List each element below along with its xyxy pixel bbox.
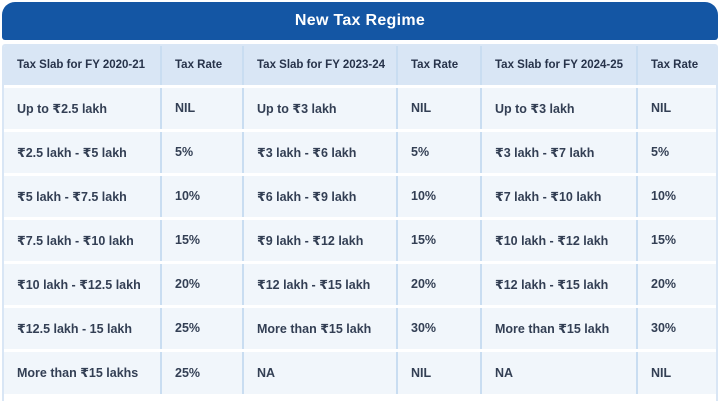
tax-rate-cell: 5% — [397, 128, 482, 174]
card-header: New Tax Regime — [2, 2, 718, 40]
tax-slab-cell: ₹12 lakh - ₹15 lakh — [243, 260, 398, 306]
tax-slab-cell: Up to ₹3 lakh — [243, 84, 398, 130]
tax-slab-cell: Up to ₹2.5 lakh — [4, 84, 162, 130]
tax-rate-cell: 5% — [637, 128, 716, 174]
tax-slab-cell: Up to ₹3 lakh — [481, 84, 638, 130]
tax-slab-cell: ₹3 lakh - ₹7 lakh — [481, 128, 638, 174]
tax-rate-cell: 20% — [637, 260, 716, 306]
tax-slab-cell: NA — [243, 348, 398, 394]
table-row: ₹12.5 lakh - 15 lakh 25% More than ₹15 lak… — [4, 304, 716, 350]
column-header-slab-fy-2024-25: Tax Slab for FY 2024-25 — [481, 46, 638, 86]
tax-rate-cell: 15% — [161, 216, 244, 262]
tax-slab-cell: ₹3 lakh - ₹6 lakh — [243, 128, 398, 174]
tax-rate-cell: 30% — [397, 304, 482, 350]
tax-rate-cell: 30% — [637, 304, 716, 350]
tax-slab-cell: ₹7.5 lakh - ₹10 lakh — [4, 216, 162, 262]
tax-rate-cell: 10% — [161, 172, 244, 218]
tax-rate-cell: 15% — [397, 216, 482, 262]
tax-rate-cell: 25% — [161, 304, 244, 350]
tax-rate-cell: 10% — [397, 172, 482, 218]
column-header-rate-fy-2024-25: Tax Rate — [637, 46, 716, 86]
table-row: ₹5 lakh - ₹7.5 lakh 10% ₹6 lakh - ₹9 lakh 1… — [4, 172, 716, 218]
tax-rate-cell: 25% — [161, 348, 244, 394]
tax-rate-cell: NIL — [637, 348, 716, 394]
tax-slab-cell: More than ₹15 lakhs — [4, 348, 162, 394]
table-body: Up to ₹2.5 lakh NIL Up to ₹3 lakh NIL Up to … — [4, 84, 716, 394]
table-row: More than ₹15 lakhs 25% NA NIL NA NIL — [4, 348, 716, 394]
column-header-slab-fy-2023-24: Tax Slab for FY 2023-24 — [243, 46, 398, 86]
tax-table: Tax Slab for FY 2020-21 Tax Rate Tax Sla… — [4, 46, 716, 394]
tax-slab-cell: ₹2.5 lakh - ₹5 lakh — [4, 128, 162, 174]
tax-rate-cell: NIL — [637, 84, 716, 130]
page-title: New Tax Regime — [294, 12, 426, 29]
tax-slab-cell: ₹12 lakh - ₹15 lakh — [481, 260, 638, 306]
tax-slab-cell: ₹5 lakh - ₹7.5 lakh — [4, 172, 162, 218]
tax-slab-cell: ₹9 lakh - ₹12 lakh — [243, 216, 398, 262]
table-row: Up to ₹2.5 lakh NIL Up to ₹3 lakh NIL Up to … — [4, 84, 716, 130]
tax-rate-cell: 20% — [397, 260, 482, 306]
table-row: ₹10 lakh - ₹12.5 lakh 20% ₹12 lakh - ₹15 l… — [4, 260, 716, 306]
table-header-row: Tax Slab for FY 2020-21 Tax Rate Tax Sla… — [4, 46, 716, 86]
tax-rate-cell: 20% — [161, 260, 244, 306]
tax-rate-cell: NIL — [161, 84, 244, 130]
table-row: ₹7.5 lakh - ₹10 lakh 15% ₹9 lakh - ₹12 lak… — [4, 216, 716, 262]
tax-slab-cell: NA — [481, 348, 638, 394]
column-header-rate-fy-2020-21: Tax Rate — [161, 46, 244, 86]
tax-slab-cell: ₹10 lakh - ₹12.5 lakh — [4, 260, 162, 306]
tax-rate-cell: NIL — [397, 84, 482, 130]
column-header-slab-fy-2020-21: Tax Slab for FY 2020-21 — [4, 46, 162, 86]
tax-slab-cell: ₹12.5 lakh - 15 lakh — [4, 304, 162, 350]
tax-slab-cell: ₹6 lakh - ₹9 lakh — [243, 172, 398, 218]
tax-slab-cell: More than ₹15 lakh — [481, 304, 638, 350]
tax-slab-cell: ₹10 lakh - ₹12 lakh — [481, 216, 638, 262]
tax-rate-cell: 15% — [637, 216, 716, 262]
tax-rate-cell: 10% — [637, 172, 716, 218]
column-header-rate-fy-2023-24: Tax Rate — [397, 46, 482, 86]
table-row: ₹2.5 lakh - ₹5 lakh 5% ₹3 lakh - ₹6 lakh 5%… — [4, 128, 716, 174]
table-container: Tax Slab for FY 2020-21 Tax Rate Tax Sla… — [2, 44, 718, 401]
tax-slab-cell: More than ₹15 lakh — [243, 304, 398, 350]
tax-slab-cell: ₹7 lakh - ₹10 lakh — [481, 172, 638, 218]
tax-rate-cell: NIL — [397, 348, 482, 394]
tax-rate-cell: 5% — [161, 128, 244, 174]
